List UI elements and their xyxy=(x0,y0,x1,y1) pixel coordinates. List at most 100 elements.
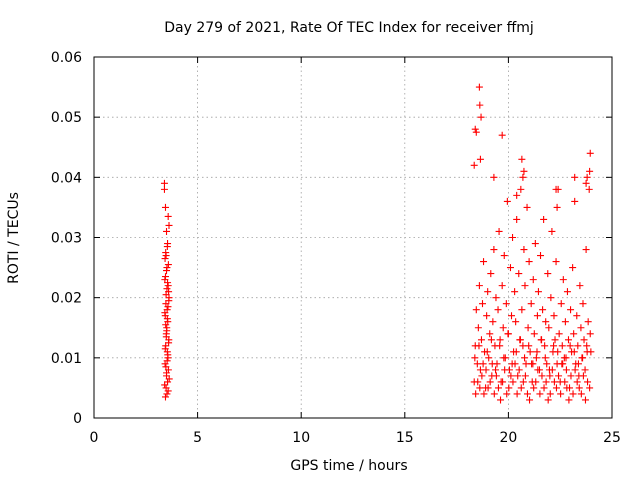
data-point xyxy=(586,384,594,392)
data-point xyxy=(582,179,590,187)
data-point xyxy=(550,342,558,350)
data-point xyxy=(566,342,574,350)
data-point xyxy=(512,348,520,356)
data-points xyxy=(160,83,595,404)
data-point xyxy=(534,366,542,374)
data-point xyxy=(505,384,513,392)
data-point xyxy=(583,173,591,181)
data-point xyxy=(503,197,511,205)
data-point xyxy=(584,378,592,386)
data-point xyxy=(515,270,523,278)
data-point xyxy=(163,315,171,323)
y-tick-label: 0.02 xyxy=(51,291,82,307)
data-point xyxy=(507,372,515,380)
data-point xyxy=(517,384,525,392)
data-point xyxy=(508,312,516,320)
data-point xyxy=(585,185,593,193)
data-point xyxy=(164,261,172,269)
data-point xyxy=(486,330,494,338)
data-point xyxy=(492,294,500,302)
data-point xyxy=(536,390,544,398)
data-point xyxy=(586,167,594,175)
data-point xyxy=(160,179,168,187)
data-point xyxy=(163,243,171,251)
data-point xyxy=(480,390,488,398)
data-point xyxy=(482,366,490,374)
data-point xyxy=(477,336,485,344)
data-point xyxy=(555,330,563,338)
data-point xyxy=(550,378,558,386)
data-point xyxy=(519,173,527,181)
data-point xyxy=(508,360,516,368)
data-point xyxy=(552,384,560,392)
data-point xyxy=(471,125,479,133)
data-point xyxy=(161,381,169,389)
data-point xyxy=(164,351,172,359)
data-point xyxy=(569,390,577,398)
data-point xyxy=(521,282,529,290)
data-point xyxy=(546,372,554,380)
data-point xyxy=(161,273,169,281)
data-point xyxy=(472,306,480,314)
data-point xyxy=(538,372,546,380)
data-point xyxy=(561,378,569,386)
x-tick-labels: 0 5 10 15 20 25 xyxy=(90,430,621,446)
data-point xyxy=(519,378,527,386)
data-point xyxy=(516,336,524,344)
data-point xyxy=(163,285,171,293)
data-point xyxy=(542,318,550,326)
data-point xyxy=(472,128,480,136)
data-point xyxy=(563,288,571,296)
data-point xyxy=(526,348,534,356)
data-point xyxy=(500,252,508,260)
data-point xyxy=(162,291,170,299)
data-point xyxy=(499,378,507,386)
data-point xyxy=(513,215,521,223)
data-point xyxy=(552,258,560,266)
data-point xyxy=(165,297,173,305)
data-point xyxy=(163,369,171,377)
data-point xyxy=(579,300,587,308)
data-point xyxy=(521,372,529,380)
data-point xyxy=(583,342,591,350)
data-point xyxy=(498,282,506,290)
data-point xyxy=(527,300,535,308)
data-point xyxy=(569,264,577,272)
data-point xyxy=(161,345,169,353)
data-point xyxy=(500,354,508,362)
data-point xyxy=(581,366,589,374)
data-point xyxy=(546,390,554,398)
data-point xyxy=(542,378,550,386)
data-point xyxy=(476,384,484,392)
data-point xyxy=(160,185,168,193)
data-point xyxy=(570,330,578,338)
data-point xyxy=(533,312,541,320)
data-point xyxy=(496,336,504,344)
data-point xyxy=(509,378,517,386)
data-point xyxy=(518,306,526,314)
data-point xyxy=(526,396,534,404)
data-point xyxy=(163,327,171,335)
data-point xyxy=(571,366,579,374)
x-tick-label: 20 xyxy=(499,430,517,446)
data-point xyxy=(501,366,509,374)
data-point xyxy=(580,336,588,344)
y-axis-label: ROTI / TECUs xyxy=(6,192,22,284)
data-point xyxy=(475,282,483,290)
data-point xyxy=(503,390,511,398)
data-point xyxy=(563,384,571,392)
data-point xyxy=(502,300,510,308)
data-point xyxy=(164,387,172,395)
data-point xyxy=(547,294,555,302)
data-point xyxy=(476,101,484,109)
data-point xyxy=(553,203,561,211)
data-point xyxy=(541,342,549,350)
data-point xyxy=(529,276,537,284)
data-point xyxy=(513,390,521,398)
data-point xyxy=(524,324,532,332)
data-point xyxy=(555,372,563,380)
x-tick-label: 0 xyxy=(90,430,99,446)
data-point xyxy=(162,321,170,329)
data-point xyxy=(472,390,480,398)
data-point xyxy=(558,360,566,368)
